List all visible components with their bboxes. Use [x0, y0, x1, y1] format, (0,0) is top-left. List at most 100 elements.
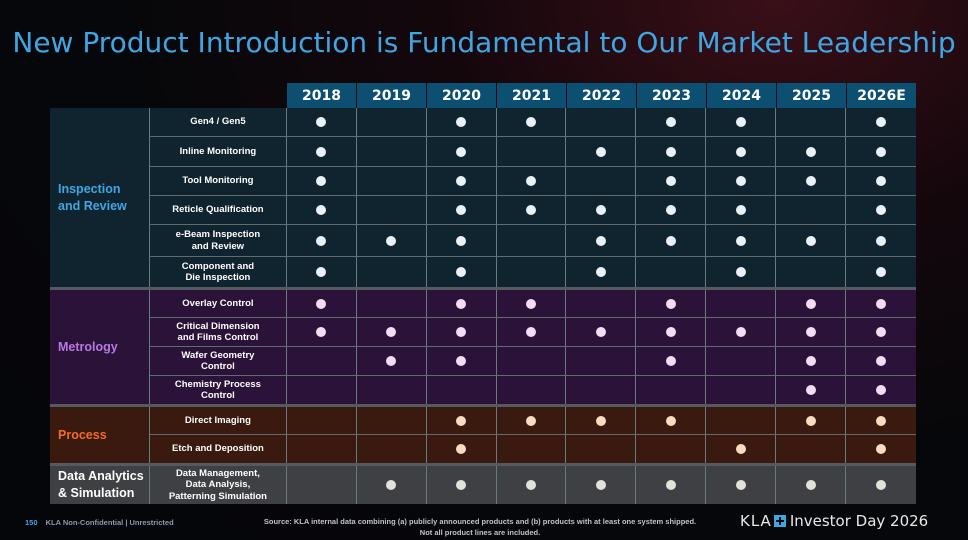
category-label-line: Metrology: [58, 339, 118, 354]
product-line-label: Tool Monitoring: [150, 167, 287, 195]
year-cell-2025: [776, 347, 847, 375]
year-cell-2019: [357, 407, 427, 434]
introduction-dot-icon: [665, 327, 676, 337]
product-line-label-line: Inline Monitoring: [179, 145, 257, 157]
category-group-insp: Inspection and Review Gen4 / Gen5 Inline Mo…: [50, 108, 916, 290]
introduction-dot-icon: [526, 176, 536, 186]
year-cell-2024: [706, 435, 777, 463]
introduction-dot-icon: [386, 327, 397, 337]
plus-icon: [773, 515, 786, 527]
year-cell-2018: [287, 108, 357, 136]
introduction-dot-icon: [665, 205, 676, 215]
introduction-dot-icon: [735, 117, 746, 127]
year-cell-2025: [776, 137, 847, 166]
page-number: 150: [25, 518, 38, 527]
year-cell-2026e: [846, 407, 916, 434]
year-cell-2019: [357, 225, 427, 256]
year-cell-2023: [636, 108, 707, 136]
introduction-dot-icon: [456, 356, 467, 366]
year-cell-2024: [706, 318, 777, 346]
category-label-line: Process: [58, 427, 107, 442]
introduction-dot-icon: [456, 117, 467, 127]
introduction-dot-icon: [526, 415, 536, 426]
year-cell-2018: [287, 257, 357, 287]
introduction-dot-icon: [735, 444, 746, 454]
category-label: Process: [50, 407, 150, 463]
introduction-dot-icon: [456, 415, 467, 426]
product-line-label-line: Patterning Simulation: [168, 490, 267, 502]
product-line-label-line: Critical Dimension: [176, 320, 260, 332]
introduction-dot-icon: [876, 176, 887, 186]
year-header-2019: 2019: [357, 83, 426, 109]
table-row: Tool Monitoring: [150, 166, 916, 195]
product-line-label-line: Gen4 / Gen5: [190, 116, 246, 128]
table-row: e-Beam Inspection and Review: [150, 224, 916, 256]
product-line-label-line: and Review: [191, 240, 245, 252]
year-cell-2024: [706, 257, 777, 287]
product-roadmap-table: Inspection and Review Gen4 / Gen5 Inline Mo…: [50, 108, 916, 504]
year-cell-2025: [776, 376, 847, 404]
category-group-data: Data Analytics & Simulation Data Managemen…: [50, 466, 916, 504]
introduction-dot-icon: [456, 146, 467, 157]
year-cell-2022: [566, 137, 637, 166]
introduction-dot-icon: [526, 480, 536, 490]
year-cell-2018: [287, 466, 357, 504]
introduction-dot-icon: [595, 327, 606, 337]
year-cell-2024: [706, 167, 777, 195]
table-row: Reticle Qualification: [150, 195, 916, 224]
product-line-label: Overlay Control: [150, 290, 287, 317]
introduction-dot-icon: [805, 327, 816, 337]
year-cell-2023: [636, 137, 707, 166]
introduction-dot-icon: [595, 146, 606, 157]
product-line-label-line: Tool Monitoring: [182, 175, 254, 187]
introduction-dot-icon: [595, 205, 606, 215]
year-cell-2022: [566, 407, 637, 434]
product-line-label-line: Overlay Control: [182, 297, 254, 309]
table-row: Data Management, Data Analysis, Patterning…: [150, 466, 916, 504]
introduction-dot-icon: [665, 117, 676, 127]
table-row: Wafer Geometry Control: [150, 346, 916, 375]
year-cell-2021: [497, 257, 567, 287]
year-cell-2025: [776, 466, 847, 504]
year-cell-2023: [636, 225, 707, 256]
introduction-dot-icon: [805, 480, 816, 490]
year-cell-2020: [427, 407, 497, 434]
category-label-line: & Simulation: [58, 486, 135, 500]
introduction-dot-icon: [805, 356, 816, 366]
year-cell-2023: [636, 407, 707, 434]
table-row: Critical Dimension and Films Control: [150, 317, 916, 346]
product-line-label: e-Beam Inspection and Review: [150, 225, 287, 256]
year-cell-2019: [357, 466, 427, 504]
year-cell-2020: [427, 318, 497, 346]
introduction-dot-icon: [665, 235, 676, 246]
year-cell-2020: [427, 466, 497, 504]
product-line-label: Wafer Geometry Control: [150, 347, 287, 375]
year-cell-2019: [357, 376, 427, 404]
year-header-2026e: 2026E: [847, 83, 916, 109]
source-line-2: Not all product lines are included.: [419, 528, 541, 537]
year-cell-2018: [287, 376, 357, 404]
product-line-label: Critical Dimension and Films Control: [150, 318, 287, 346]
introduction-dot-icon: [876, 444, 887, 454]
introduction-dot-icon: [876, 385, 887, 395]
year-cell-2023: [636, 290, 707, 317]
year-cell-2019: [357, 196, 427, 224]
introduction-dot-icon: [316, 176, 327, 186]
introduction-dot-icon: [456, 480, 467, 490]
introduction-dot-icon: [876, 480, 887, 490]
introduction-dot-icon: [456, 327, 467, 337]
year-cell-2023: [636, 196, 707, 224]
year-cell-2020: [427, 108, 497, 136]
introduction-dot-icon: [316, 298, 327, 309]
year-cell-2018: [287, 407, 357, 434]
category-label-line: Data Analytics: [58, 469, 144, 483]
year-cell-2024: [706, 225, 777, 256]
year-cell-2019: [357, 257, 427, 287]
year-cell-2024: [706, 466, 777, 504]
introduction-dot-icon: [805, 298, 816, 309]
introduction-dot-icon: [386, 356, 397, 366]
introduction-dot-icon: [876, 298, 887, 309]
year-cell-2022: [566, 167, 637, 195]
introduction-dot-icon: [595, 415, 606, 426]
year-cell-2022: [566, 108, 637, 136]
